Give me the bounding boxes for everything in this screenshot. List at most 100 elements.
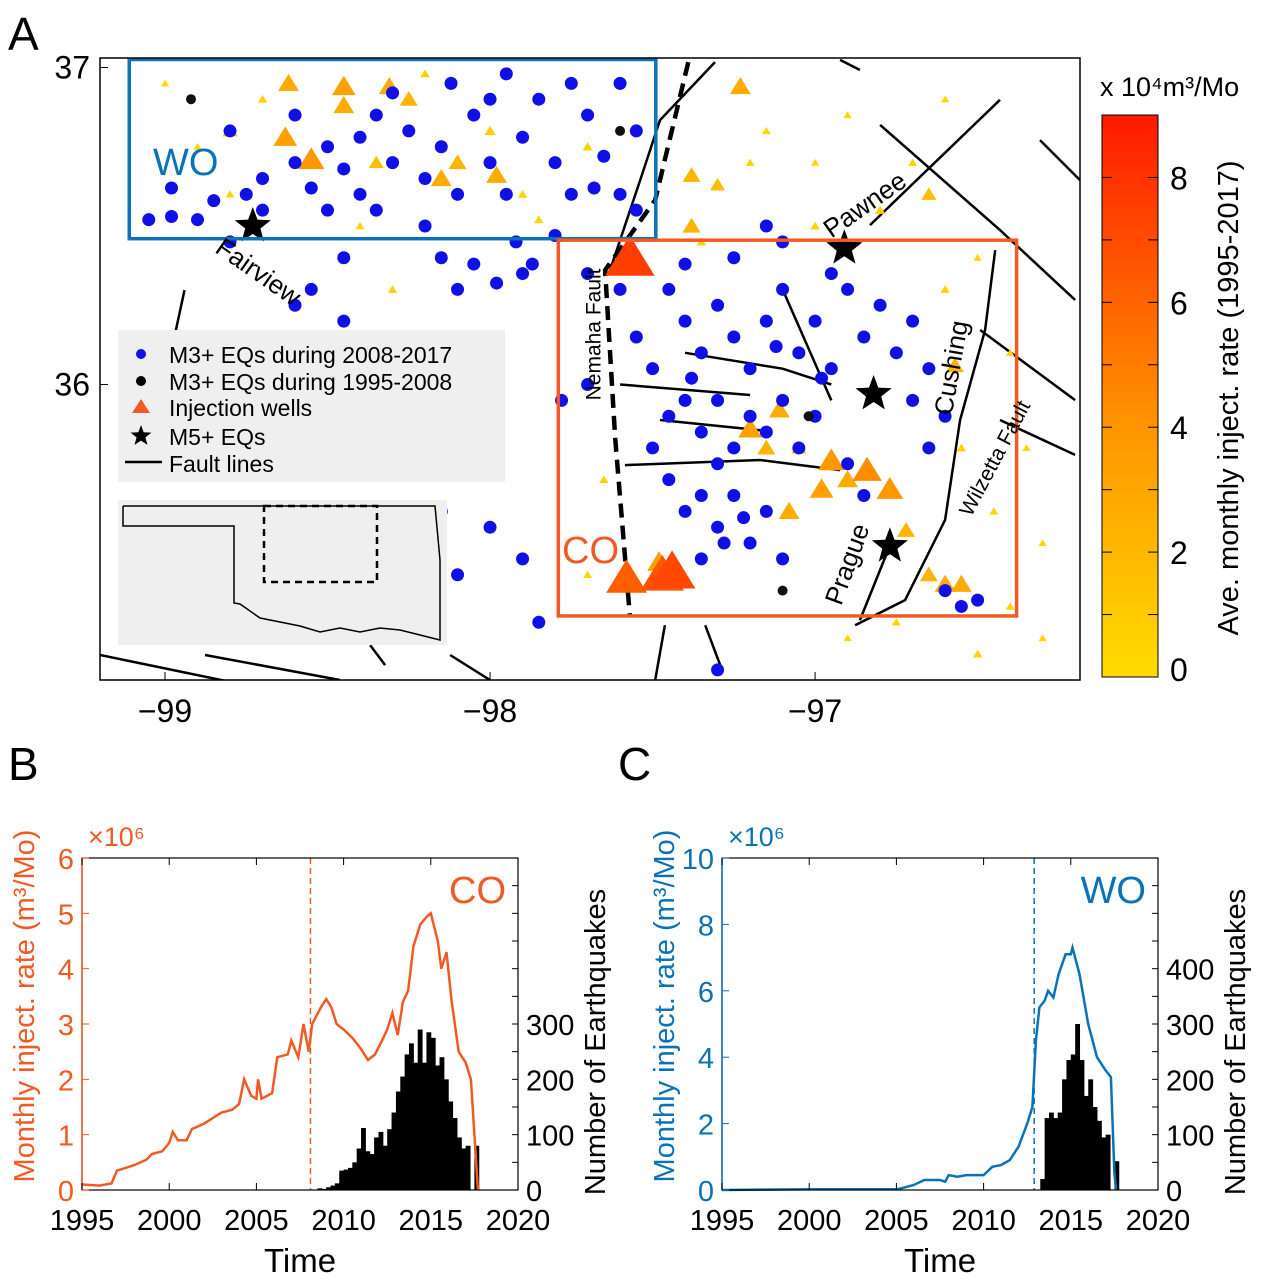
y-left-tick-label: 2 (58, 1065, 74, 1097)
eq-count-bar (1101, 1137, 1107, 1190)
eq-2008-2017-marker (769, 339, 783, 353)
eq-count-bar (400, 1076, 406, 1190)
y-left-tick-label: 0 (698, 1176, 714, 1208)
eq-count-bar (417, 1029, 423, 1190)
eq-2008-2017-marker (922, 362, 936, 376)
eq-2008-2017-marker (165, 210, 179, 224)
eq-2008-2017-marker (938, 584, 952, 598)
injection-well-marker (843, 111, 852, 119)
legend-black-dot-icon (136, 376, 146, 386)
injection-well-marker (448, 154, 467, 170)
x-tick-label: 2020 (1126, 1205, 1191, 1237)
y-left-tick-label: 4 (698, 1043, 714, 1075)
eq-2008-2017-marker (678, 257, 692, 271)
fault-line (704, 624, 722, 666)
fault-line (869, 98, 1001, 227)
eq-2008-2017-marker (564, 76, 578, 90)
eq-1995-2008-marker (615, 125, 626, 136)
y-right-axis-label: Number of Earthquakes (1220, 889, 1252, 1195)
legend-triangle-icon (132, 399, 150, 413)
y-left-tick-label: 5 (58, 899, 74, 931)
eq-count-bar (1044, 1118, 1050, 1190)
eq-count-bar (448, 1101, 454, 1190)
y-right-tick-label: 300 (526, 1010, 574, 1042)
injection-well-marker (745, 158, 755, 166)
injection-well-marker (729, 77, 751, 95)
eq-2008-2017-marker (532, 615, 546, 629)
injection-well-marker (399, 91, 418, 106)
eq-2008-2017-marker (857, 488, 871, 502)
colorbar-tick-label: 6 (1170, 285, 1188, 321)
eq-2008-2017-marker (629, 124, 643, 138)
eq-2008-2017-marker (727, 441, 741, 455)
eq-2008-2017-marker (207, 194, 221, 208)
eq-2008-2017-marker (288, 108, 302, 122)
region-label-wo: WO (153, 142, 218, 184)
m5-eq-star-marker (234, 207, 271, 242)
eq-2008-2017-marker (304, 181, 318, 195)
region-box-co (556, 238, 1019, 618)
eq-2008-2017-marker (337, 251, 351, 265)
fault-line (1039, 139, 1080, 181)
eq-2008-2017-marker (451, 568, 465, 582)
injection-well-marker (484, 125, 496, 135)
injection-well-marker (810, 221, 820, 230)
injection-well-marker (837, 470, 859, 488)
x-tick-label: 1995 (50, 1205, 115, 1237)
injection-well-marker (517, 190, 528, 198)
injection-well-marker (387, 285, 398, 293)
eq-2008-2017-marker (776, 282, 790, 296)
inset-map-background (118, 500, 447, 645)
eq-2008-2017-marker (369, 203, 383, 217)
eq-2008-2017-marker (873, 298, 887, 312)
eq-count-bar (1114, 1161, 1120, 1190)
fault-line (173, 289, 186, 336)
injection-well-marker (818, 448, 845, 471)
inset-study-area-box (262, 504, 379, 584)
eq-2008-2017-marker (386, 156, 400, 170)
eq-2008-2017-marker (727, 330, 741, 344)
injection-well-marker (843, 634, 852, 642)
eq-2008-2017-marker (564, 187, 578, 201)
eq-count-bar (409, 1043, 414, 1190)
eq-1995-2008-marker (186, 94, 197, 105)
injection-well-marker (534, 215, 544, 224)
injection-well-marker (225, 190, 235, 198)
y-tick-label: 36 (54, 367, 90, 403)
panel-label-b: B (8, 738, 39, 790)
legend-label: Fault lines (169, 451, 274, 477)
colorbar-gradient (1101, 114, 1159, 678)
eq-2008-2017-marker (857, 330, 871, 344)
colorbar: 0 2 4 6 8 x 10⁴m³/Mo Ave. monthly inject. rate… (1100, 72, 1245, 688)
eq-2008-2017-marker (418, 219, 432, 233)
eq-2008-2017-marker (694, 552, 708, 566)
eq-count-bar (1096, 1120, 1102, 1190)
y-multiplier: ×10⁶ (88, 822, 145, 852)
injection-well-marker (1005, 349, 1015, 356)
injection-well-marker (257, 94, 268, 103)
y-right-tick-label: 200 (1166, 1065, 1214, 1097)
injection-well-marker (160, 79, 170, 87)
eq-count-bar (1049, 1112, 1054, 1190)
eq-2008-2017-marker (483, 156, 497, 170)
fault-line (653, 624, 667, 680)
oklahoma-outline (122, 505, 441, 641)
legend-label: M3+ EQs during 1995-2008 (169, 369, 452, 395)
colorbar-title: Ave. monthly inject. rate (1995-2017) (1213, 160, 1245, 635)
injection-well-marker (778, 501, 800, 519)
eq-2008-2017-marker (239, 187, 253, 201)
injection-well-marker (908, 158, 918, 166)
injection-well-marker (273, 126, 298, 146)
nemaha-fault-line (602, 61, 691, 616)
eq-count-bar (426, 1032, 432, 1190)
map-frame (99, 57, 1081, 681)
injection-well-marker (876, 477, 904, 499)
eq-2008-2017-marker (587, 181, 601, 195)
injection-well-marker (757, 439, 776, 455)
panel-label-c: C (618, 738, 651, 790)
eq-count-bar (361, 1128, 366, 1190)
eq-2008-2017-marker (727, 251, 741, 265)
x-tick-label: 2000 (777, 1205, 842, 1237)
fault-line (204, 653, 341, 680)
